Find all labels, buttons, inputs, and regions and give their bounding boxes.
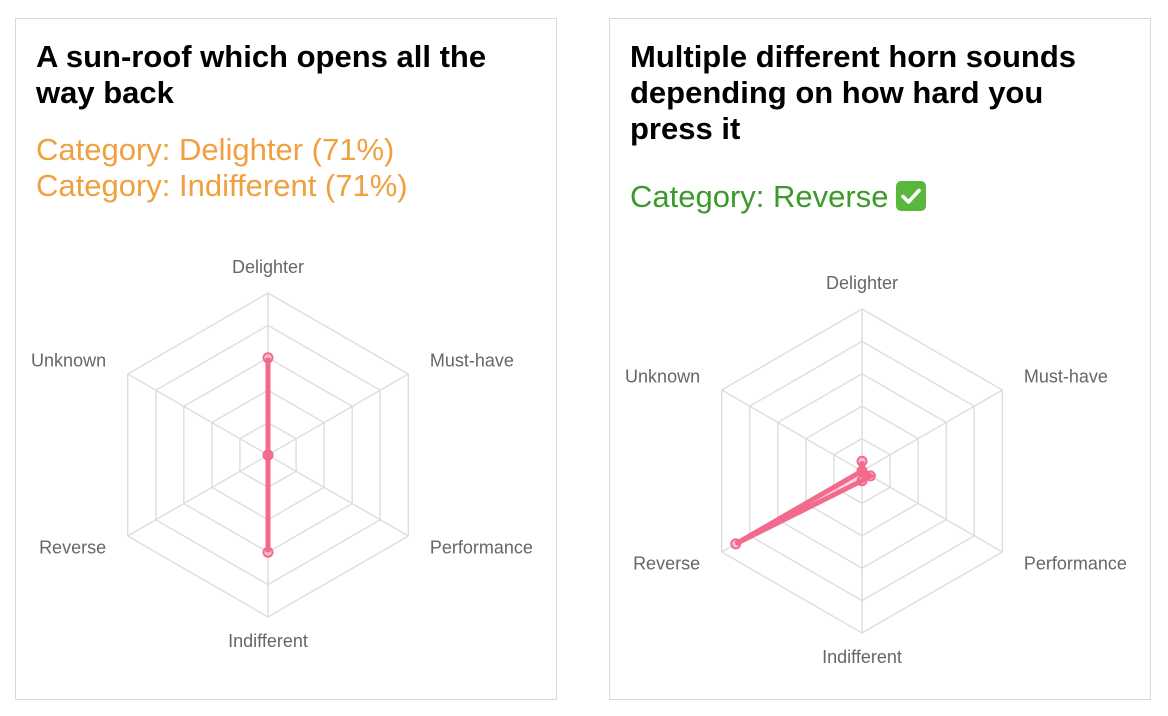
grid-spoke (721, 389, 863, 472)
card-title: Multiple different horn sounds depending… (630, 39, 1077, 146)
category-label-delighter: Category: Delighter (71%) (36, 132, 395, 167)
radar-chart-horn-sounds: Delighter Must-have Performance Indifferent… (625, 273, 1127, 667)
check-mark-icon (896, 181, 927, 211)
axis-label-unknown: Unknown (31, 350, 106, 370)
category-label-indifferent: Category: Indifferent (71%) (36, 168, 408, 203)
data-point-indifferent (262, 546, 274, 558)
axis-label-reverse: Reverse (633, 553, 700, 573)
axis-label-reverse: Reverse (39, 537, 106, 557)
grid-spoke (127, 454, 269, 537)
data-point-unknown (856, 465, 868, 477)
card-sun-roof: A sun-roof which opens all the way back … (15, 18, 557, 700)
data-point-performance (864, 470, 876, 482)
grid-spoke (267, 454, 409, 537)
axis-label-performance: Performance (430, 537, 533, 557)
axis-label-performance: Performance (1024, 553, 1127, 573)
card-horn-sounds: Multiple different horn sounds depending… (609, 18, 1151, 700)
data-point-unknown (262, 449, 274, 461)
data-point-delighter (262, 352, 274, 364)
axis-label-delighter: Delighter (826, 273, 898, 293)
axis-label-unknown: Unknown (625, 366, 700, 386)
grid-spoke (267, 373, 409, 456)
data-point-delighter (856, 455, 868, 467)
series-polygon (734, 461, 876, 547)
category-text: Category: Reverse (630, 179, 889, 214)
radar-chart-sun-roof: Delighter Must-have Performance Indifferent… (31, 257, 533, 651)
grid-spoke (861, 470, 1003, 553)
grid-spoke (861, 389, 1003, 472)
data-point-indifferent (856, 475, 868, 487)
axis-label-must-have: Must-have (430, 350, 514, 370)
axis-label-must-have: Must-have (1024, 366, 1108, 386)
axis-label-delighter: Delighter (232, 257, 304, 277)
axis-label-indifferent: Indifferent (822, 647, 902, 667)
data-point-reverse (730, 538, 742, 550)
axis-label-indifferent: Indifferent (228, 631, 308, 651)
grid-spoke (127, 373, 269, 456)
category-label-reverse: Category: Reverse (630, 179, 927, 215)
card-title: A sun-roof which opens all the way back (36, 39, 487, 110)
